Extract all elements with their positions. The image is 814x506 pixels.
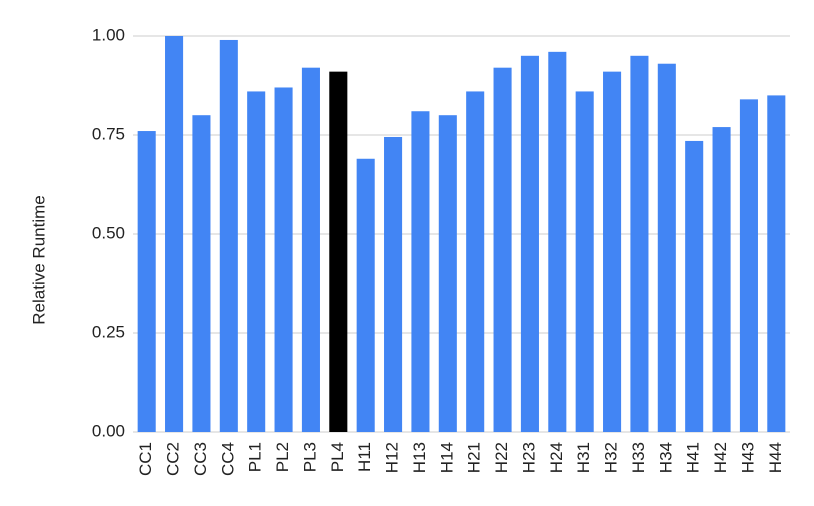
- bar: [329, 71, 348, 432]
- y-tick-label: 0.25: [92, 322, 125, 341]
- bar: [548, 51, 567, 433]
- x-tick-label: H13: [410, 442, 429, 473]
- x-tick-label: H23: [519, 442, 538, 473]
- x-tick-label: H11: [355, 442, 374, 472]
- bar: [657, 63, 676, 432]
- bar: [165, 36, 184, 432]
- bar: [301, 67, 320, 433]
- x-tick-label: H24: [547, 442, 566, 473]
- bar: [411, 111, 430, 433]
- bar: [493, 67, 512, 433]
- y-tick-label: 1.00: [92, 25, 125, 44]
- x-tick-label: PL1: [246, 442, 265, 472]
- bar: [219, 39, 238, 433]
- x-tick-label: H32: [602, 442, 621, 473]
- bar: [274, 87, 293, 432]
- y-tick-label: 0.00: [92, 421, 125, 440]
- x-tick-label: CC3: [191, 442, 210, 476]
- x-tick-label: H33: [629, 442, 648, 473]
- bar: [630, 55, 649, 433]
- x-tick-label: H34: [656, 442, 675, 473]
- bar: [192, 115, 211, 432]
- bar: [356, 158, 375, 432]
- x-tick-label: PL2: [273, 442, 292, 472]
- x-tick-label: H44: [766, 442, 785, 473]
- bar: [712, 127, 731, 432]
- bar: [767, 95, 786, 433]
- bar: [247, 91, 266, 432]
- x-tick-label: PL4: [328, 442, 347, 472]
- bar: [685, 140, 704, 432]
- bar: [575, 91, 594, 432]
- bar: [137, 131, 156, 433]
- bar: [603, 71, 622, 432]
- x-tick-label: CC2: [164, 442, 183, 476]
- y-tick-label: 0.75: [92, 124, 125, 143]
- x-tick-label: CC1: [136, 442, 155, 476]
- x-tick-label: H41: [684, 442, 703, 473]
- x-tick-label: CC4: [218, 442, 237, 476]
- x-tick-label: H31: [574, 442, 593, 473]
- x-tick-label: H42: [711, 442, 730, 473]
- bar: [520, 55, 539, 433]
- x-tick-label: H21: [465, 442, 484, 473]
- bar: [466, 91, 485, 432]
- y-tick-label: 0.50: [92, 223, 125, 242]
- bar: [438, 115, 457, 432]
- bar: [739, 99, 758, 433]
- x-tick-label: H22: [492, 442, 511, 473]
- bar: [384, 136, 403, 433]
- y-axis-title: Relative Runtime: [29, 195, 48, 324]
- x-tick-label: H14: [437, 442, 456, 473]
- x-tick-label: H12: [383, 442, 402, 473]
- x-tick-label: PL3: [300, 442, 319, 472]
- x-tick-label: H43: [738, 442, 757, 473]
